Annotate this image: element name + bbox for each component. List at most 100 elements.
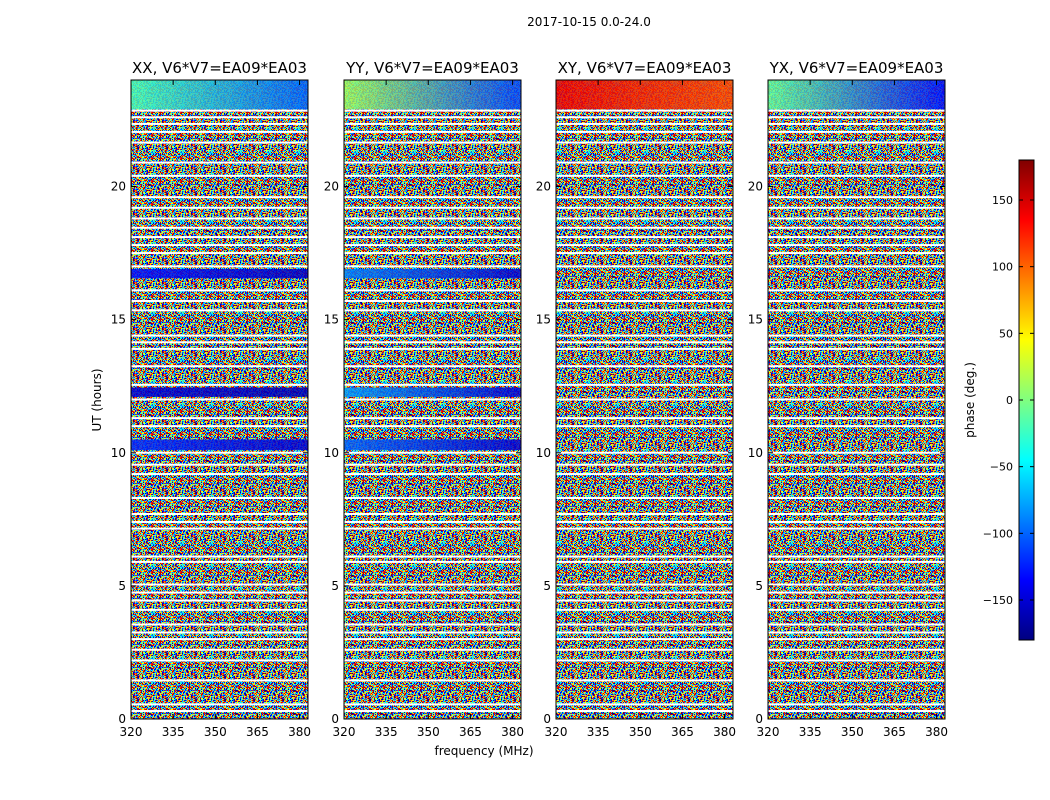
y-tick-label: 10 <box>536 446 551 460</box>
flagged-gap <box>556 116 733 119</box>
flagged-gap <box>768 703 945 706</box>
flagged-gap <box>768 527 945 530</box>
flagged-gap <box>556 623 733 626</box>
flagged-gap <box>556 174 733 177</box>
flagged-gap <box>768 122 945 125</box>
flagged-gap <box>131 206 308 209</box>
flagged-gap <box>556 497 733 500</box>
flagged-gap <box>344 398 521 401</box>
flagged-gap <box>556 289 733 292</box>
y-tick-label: 10 <box>324 446 339 460</box>
flagged-gap <box>556 648 733 651</box>
panel-frame <box>343 79 522 720</box>
x-tick-label: 320 <box>757 725 780 739</box>
flagged-gap <box>768 631 945 634</box>
flagged-gap <box>768 520 945 523</box>
flagged-gap <box>131 130 308 133</box>
y-tick-label: 20 <box>536 180 551 194</box>
y-tick-label: 10 <box>748 446 763 460</box>
flagged-gap <box>344 341 521 344</box>
x-tick-label: 380 <box>288 725 311 739</box>
flagged-gap <box>556 341 733 344</box>
flagged-gap <box>131 141 308 144</box>
flagged-gap <box>131 710 308 713</box>
flagged-gap <box>131 623 308 626</box>
flagged-gap <box>768 206 945 209</box>
flagged-gap <box>556 141 733 144</box>
flagged-gap <box>344 226 521 229</box>
flagged-gap <box>768 383 945 386</box>
flagged-gap <box>768 289 945 292</box>
flagged-gap <box>131 398 308 401</box>
flagged-gap <box>556 347 733 350</box>
flagged-gap <box>556 334 733 337</box>
flagged-gap <box>768 141 945 144</box>
flagged-gap <box>768 174 945 177</box>
flagged-gap <box>344 174 521 177</box>
flagged-gap <box>556 425 733 428</box>
coherent-phase-band <box>131 439 308 451</box>
coherent-phase-band <box>768 80 945 110</box>
flagged-gap <box>556 512 733 515</box>
flagged-gap <box>131 473 308 476</box>
coherent-phase-band <box>344 387 521 397</box>
x-tick-label: 380 <box>501 725 524 739</box>
colorbar-tick-label: 100 <box>992 261 1013 274</box>
x-axis-label: frequency (MHz) <box>434 744 533 758</box>
flagged-gap <box>556 560 733 563</box>
flagged-gap <box>131 299 308 302</box>
flagged-gap <box>131 109 308 112</box>
flagged-gap <box>556 299 733 302</box>
flagged-gap <box>344 309 521 312</box>
flagged-gap <box>131 599 308 602</box>
flagged-gap <box>131 383 308 386</box>
flagged-gap <box>768 244 945 247</box>
flagged-gap <box>344 520 521 523</box>
flagged-gap <box>131 608 308 611</box>
flagged-gap <box>556 265 733 268</box>
flagged-gap <box>768 463 945 466</box>
flagged-gap <box>768 109 945 112</box>
flagged-gap <box>344 555 521 558</box>
flagged-gap <box>768 555 945 558</box>
flagged-gap <box>131 560 308 563</box>
flagged-gap <box>344 206 521 209</box>
flagged-gap <box>556 451 733 454</box>
y-tick-label: 0 <box>118 712 126 726</box>
flagged-gap <box>768 638 945 641</box>
colorbar-tick-label: −50 <box>990 461 1013 474</box>
flagged-gap <box>768 226 945 229</box>
y-tick-label: 15 <box>748 313 763 327</box>
flagged-gap <box>131 463 308 466</box>
flagged-gap <box>131 244 308 247</box>
flagged-gap <box>131 161 308 164</box>
y-tick-label: 0 <box>331 712 339 726</box>
panel-yx: YX, V6*V7=EA09*EA03 320 335 350 365 380 0 5 10 15… <box>748 59 948 739</box>
flagged-gap <box>131 703 308 706</box>
flagged-gap <box>131 583 308 586</box>
flagged-gap <box>344 417 521 420</box>
flagged-gap <box>768 560 945 563</box>
flagged-gap <box>556 196 733 199</box>
flagged-gap <box>556 638 733 641</box>
flagged-gap <box>556 122 733 125</box>
flagged-gap <box>556 583 733 586</box>
flagged-gap <box>768 623 945 626</box>
flagged-gap <box>131 591 308 594</box>
flagged-gap <box>768 398 945 401</box>
flagged-gap <box>556 520 733 523</box>
flagged-gap <box>344 631 521 634</box>
y-tick-label: 5 <box>755 579 763 593</box>
flagged-gap <box>131 497 308 500</box>
flagged-gap <box>768 648 945 651</box>
flagged-gap <box>131 217 308 220</box>
flagged-gap <box>768 341 945 344</box>
x-tick-label: 365 <box>671 725 694 739</box>
flagged-gap <box>131 174 308 177</box>
flagged-gap <box>768 710 945 713</box>
flagged-gap <box>344 109 521 112</box>
panel-title: YY, V6*V7=EA09*EA03 <box>345 59 519 77</box>
flagged-gap <box>768 365 945 368</box>
flagged-gap <box>131 289 308 292</box>
